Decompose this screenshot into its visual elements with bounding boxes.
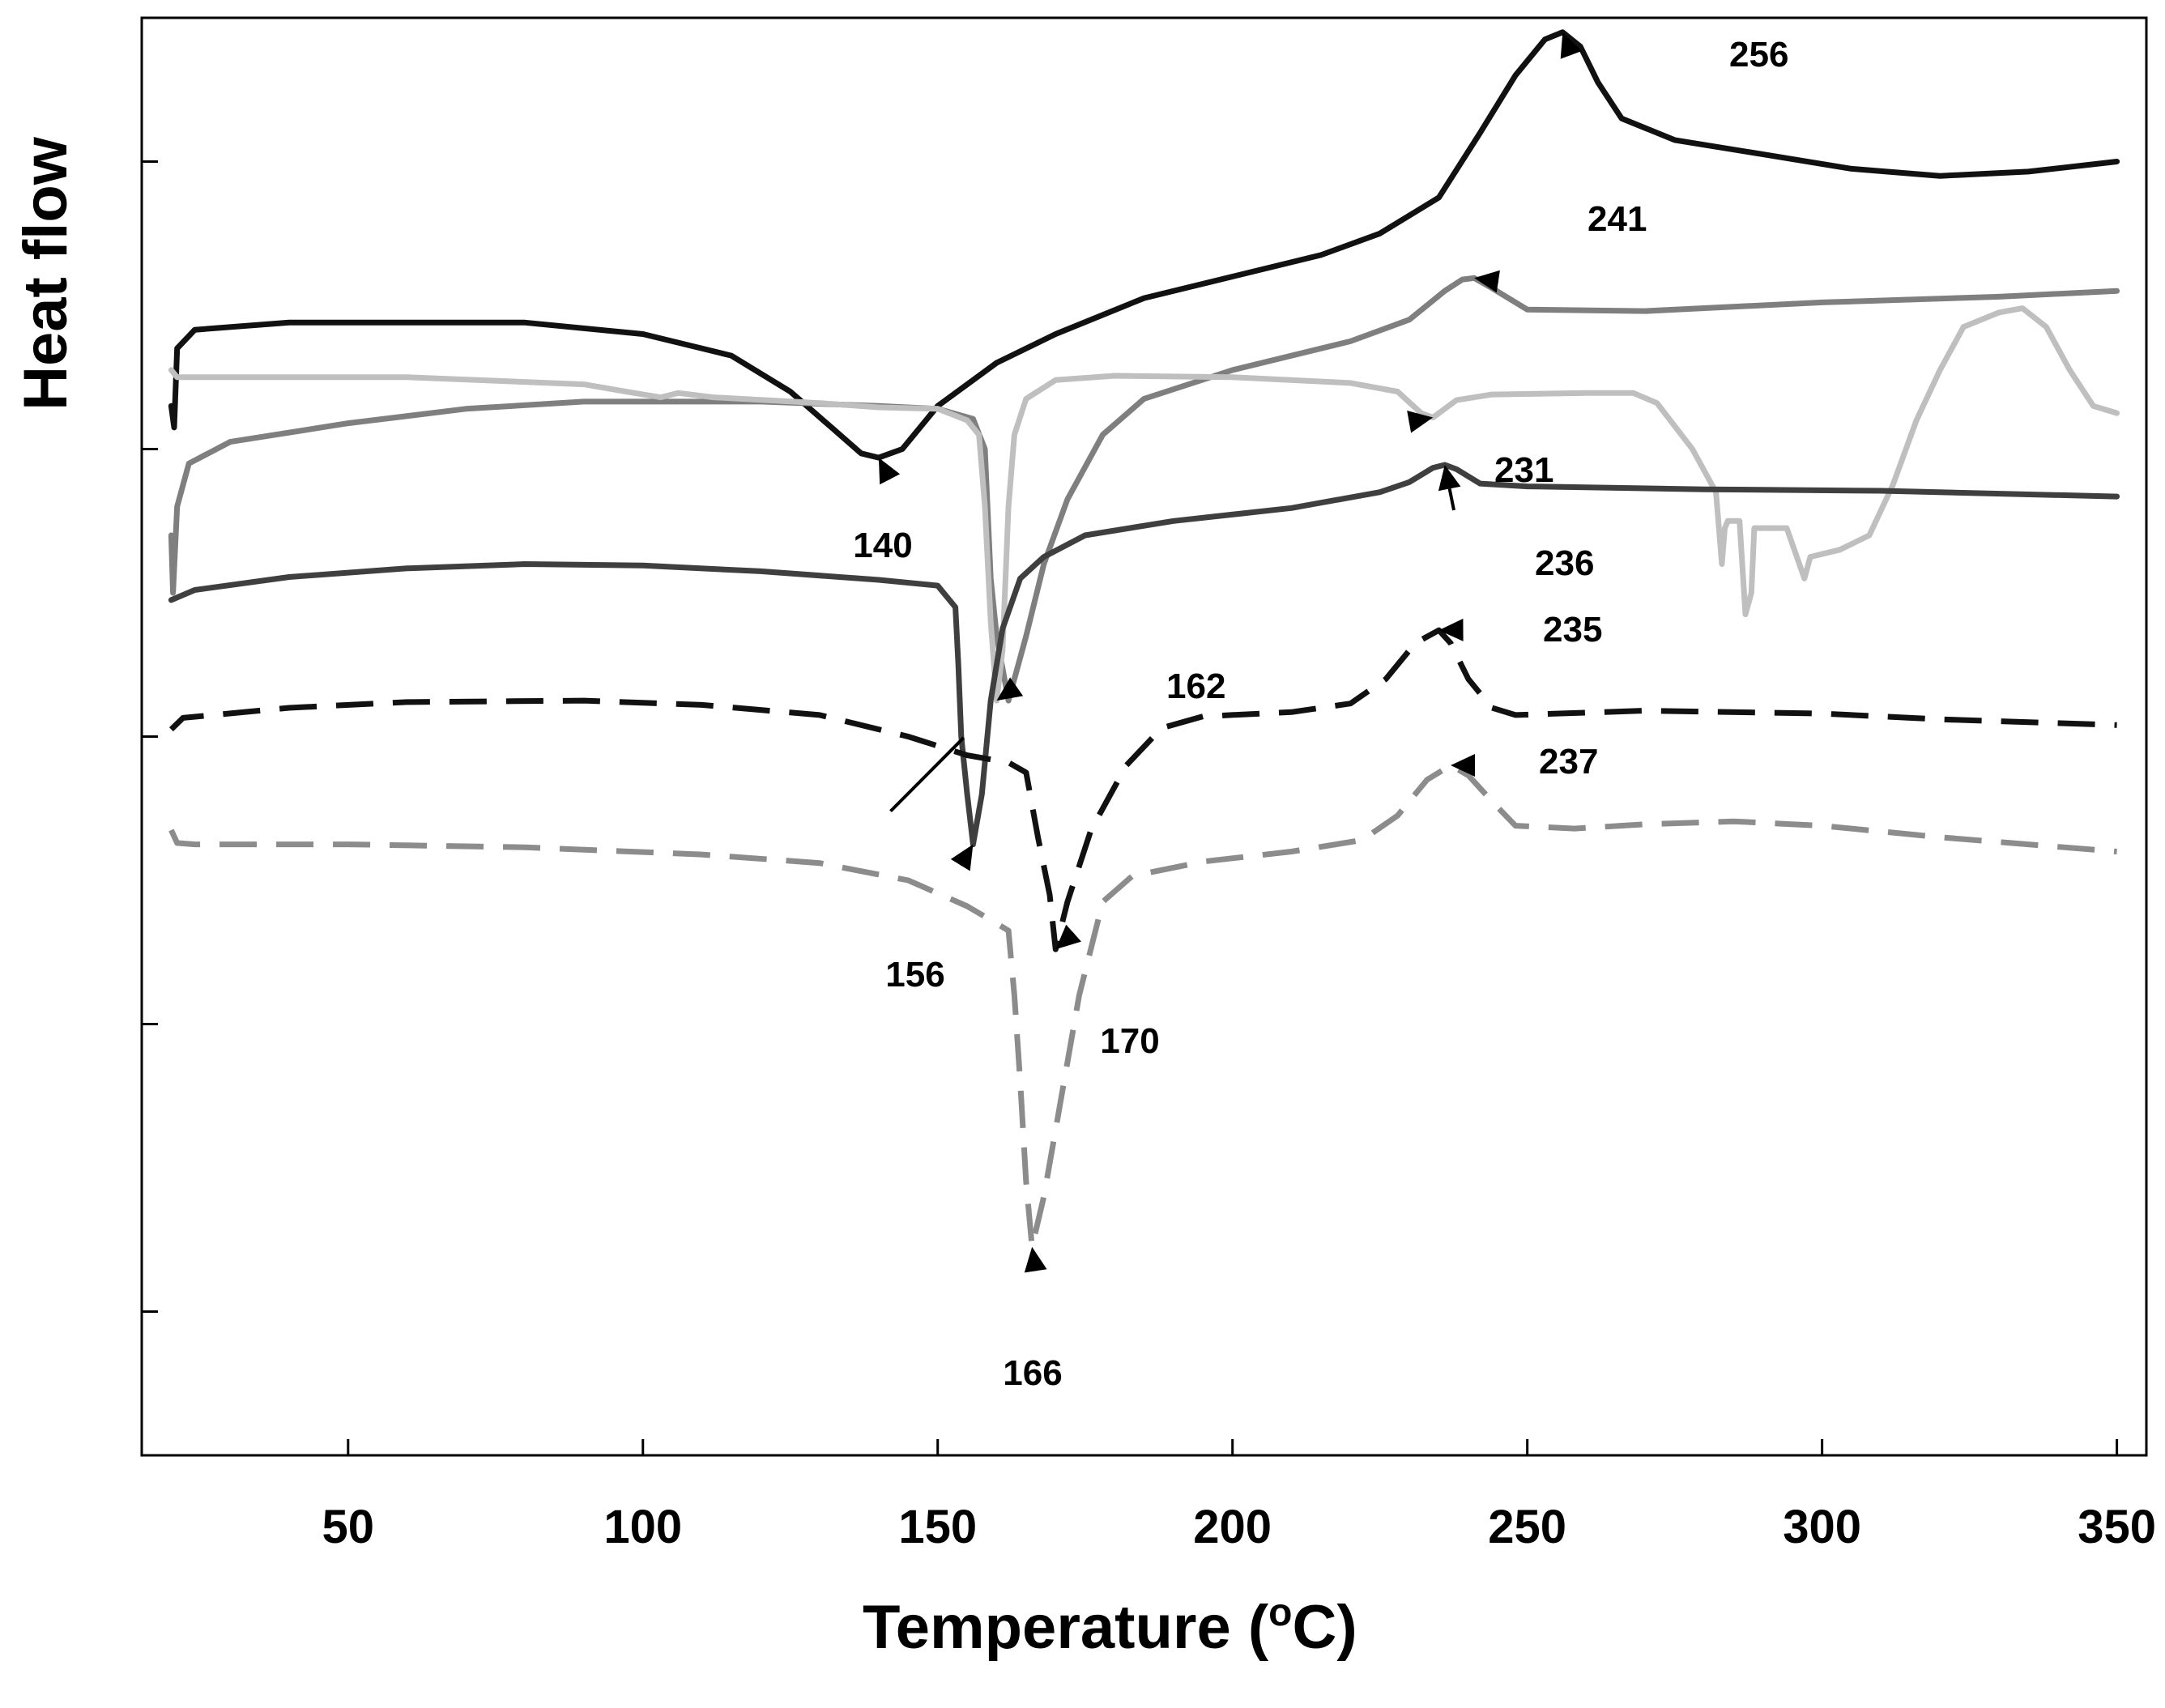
annotation-arrowhead — [996, 677, 1024, 701]
y-axis-ticks — [142, 160, 158, 1313]
curve-black-solid — [168, 29, 2120, 461]
annotations: 256 241 231 236 235 237 162 140 156 170 166 — [853, 32, 1788, 1393]
annotation-label: 241 — [1588, 199, 1647, 239]
annotation-arrow-shaft — [889, 736, 965, 813]
annotation-label: 237 — [1539, 742, 1598, 782]
plot-frame — [140, 16, 2148, 1457]
curve-gray-dashed — [168, 762, 2117, 1250]
x-axis-ticks: 50 100 150 200 250 300 350 — [322, 1439, 2156, 1553]
curve-dark-gray-solid — [168, 462, 2120, 848]
x-tick-label: 300 — [1783, 1501, 1861, 1553]
x-tick-label: 350 — [2078, 1501, 2156, 1553]
annotation-label: 140 — [853, 526, 912, 565]
x-tick-label: 250 — [1488, 1501, 1566, 1553]
annotation-label: 166 — [1003, 1353, 1062, 1393]
x-tick-label: 200 — [1193, 1501, 1272, 1553]
annotation-label: 170 — [1100, 1021, 1159, 1061]
annotation-label: 162 — [1166, 667, 1225, 706]
x-tick-label: 100 — [603, 1501, 682, 1553]
annotation-label: 156 — [885, 955, 944, 995]
curve-black-dashed — [168, 627, 2117, 952]
annotation-arrowhead — [1560, 32, 1582, 59]
annotation-arrowhead — [950, 844, 974, 871]
annotation-label: 236 — [1535, 543, 1594, 583]
annotation-arrowhead — [1024, 1246, 1047, 1273]
annotation-arrowhead — [1438, 465, 1461, 492]
curve-light-gray-solid — [168, 305, 2120, 704]
annotation-label: 256 — [1729, 35, 1788, 75]
x-axis-title: Temperature (oC) — [863, 1591, 1357, 1662]
annotation-arrowhead — [1407, 411, 1434, 433]
annotation-arrowhead — [1451, 754, 1475, 777]
annotation-arrowhead — [1438, 618, 1464, 641]
annotation-label: 231 — [1494, 450, 1553, 490]
annotation-label: 235 — [1543, 610, 1602, 650]
annotation-arrow-shaft — [1447, 488, 1455, 511]
annotation-arrowhead — [1055, 924, 1081, 950]
x-tick-label: 150 — [898, 1501, 977, 1553]
x-tick-label: 50 — [322, 1501, 375, 1553]
annotation-arrowhead — [1474, 270, 1500, 293]
curves — [168, 29, 2120, 1250]
y-axis-title: Heat flow — [11, 136, 80, 411]
annotation-arrowhead — [878, 458, 901, 485]
